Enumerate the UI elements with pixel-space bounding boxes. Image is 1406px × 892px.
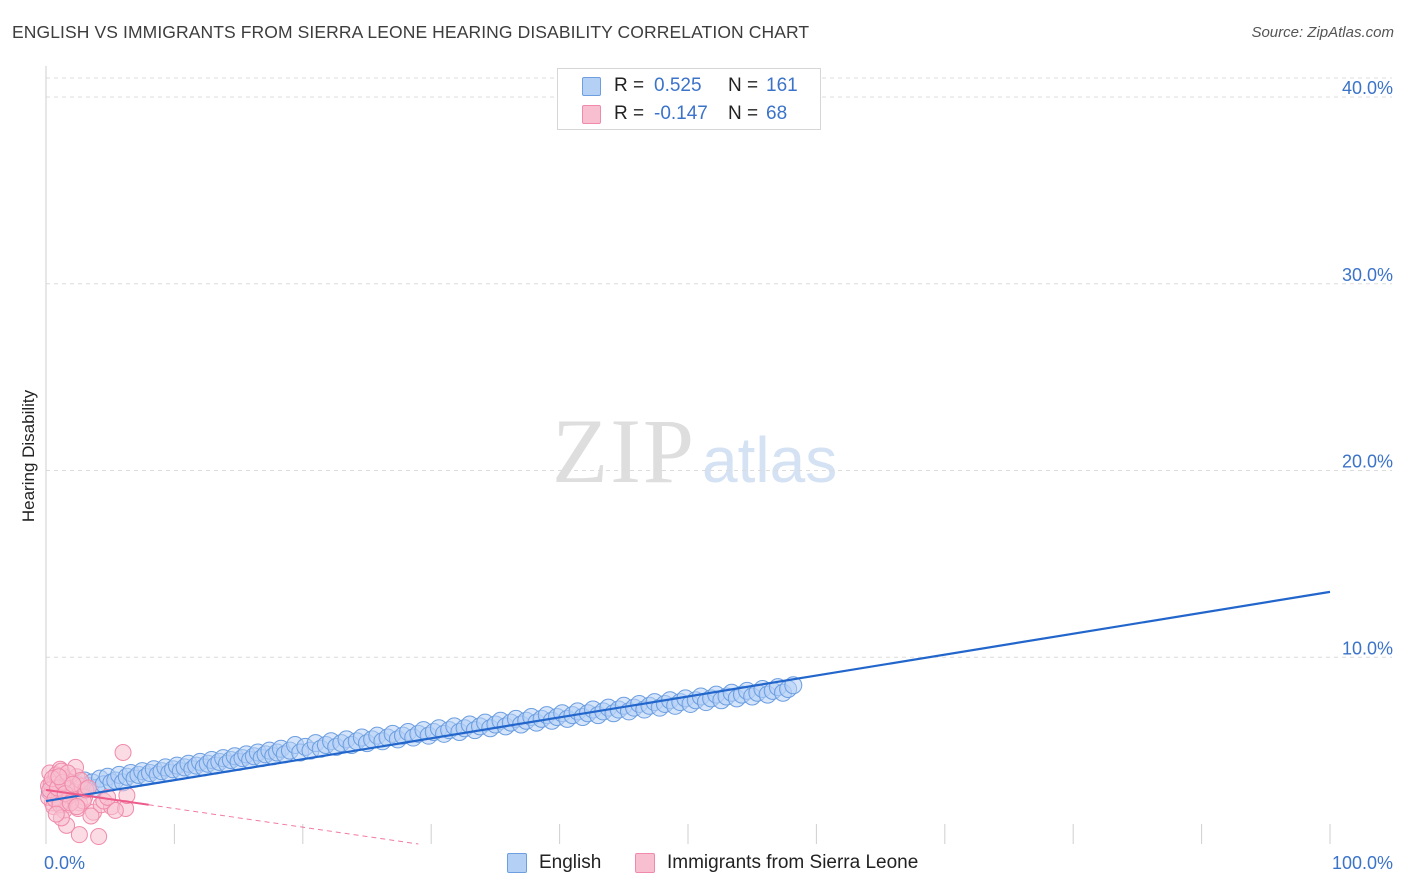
sierra-leone-swatch <box>582 104 601 124</box>
english-swatch <box>507 853 527 873</box>
y-tick-label: 20.0% <box>1342 452 1393 472</box>
sierra-leone-trend-line <box>45 788 149 806</box>
sierra-leone-swatch <box>635 853 655 873</box>
sierra-leone-point <box>90 828 108 846</box>
x-tick-label: 0.0% <box>44 853 85 873</box>
legend-r-value: -0.147 <box>654 103 708 124</box>
y-tick-label: 10.0% <box>1342 638 1393 658</box>
sierra-leone-point <box>47 805 65 823</box>
legend-n-value: 68 <box>766 103 788 124</box>
english-points <box>40 676 803 805</box>
y-tick-label: 30.0% <box>1342 265 1393 285</box>
gridlines <box>46 77 1392 658</box>
legend-n-label: N = <box>728 75 759 96</box>
watermark-zip: ZIP <box>552 400 696 502</box>
sierra-leone-point <box>114 743 132 761</box>
watermark: ZIPatlas <box>552 398 837 504</box>
sierra-leone-point <box>68 798 86 816</box>
y-tick-label: 40.0% <box>1342 78 1393 98</box>
sierra-leone-point <box>82 807 100 825</box>
legend-r-label: R = <box>614 75 645 96</box>
english-trend-line <box>45 590 1331 803</box>
legend-item-sierra-leone[interactable]: Immigrants from Sierra Leone <box>635 852 918 874</box>
trend-lines <box>45 590 1331 845</box>
legend-r-value: 0.525 <box>654 75 702 96</box>
english-swatch <box>582 76 601 96</box>
series-legend: English Immigrants from Sierra Leone <box>0 852 1406 878</box>
sierra-leone-point <box>64 775 82 793</box>
watermark-atlas: atlas <box>702 424 838 496</box>
y-axis-title: Hearing Disability <box>19 389 38 522</box>
legend-row-sierra-leone: R = -0.147 N = 68 <box>582 101 787 127</box>
chart-title: ENGLISH VS IMMIGRANTS FROM SIERRA LEONE … <box>12 22 810 42</box>
correlation-legend: R = 0.525 N = 161 R = -0.147 N = 68 <box>557 68 821 130</box>
x-tick-label: 100.0% <box>1332 853 1393 873</box>
legend-r-label: R = <box>614 103 645 124</box>
sierra-leone-trend-extension <box>148 804 419 845</box>
legend-item-label: English <box>539 852 602 873</box>
legend-n-label: N = <box>728 103 759 124</box>
legend-item-label: Immigrants from Sierra Leone <box>667 852 919 873</box>
axes <box>45 66 1331 844</box>
sierra-leone-point <box>106 801 124 819</box>
tick-labels: 10.0% 20.0% 30.0% 40.0% 0.0% 100.0% <box>44 78 1393 873</box>
legend-item-english[interactable]: English <box>507 852 601 874</box>
source-credit: Source: ZipAtlas.com <box>1251 24 1394 41</box>
legend-n-value: 161 <box>766 75 798 96</box>
legend-row-english: R = 0.525 N = 161 <box>582 73 798 99</box>
sierra-leone-point <box>70 826 88 844</box>
sierra-leone-point <box>50 768 68 786</box>
